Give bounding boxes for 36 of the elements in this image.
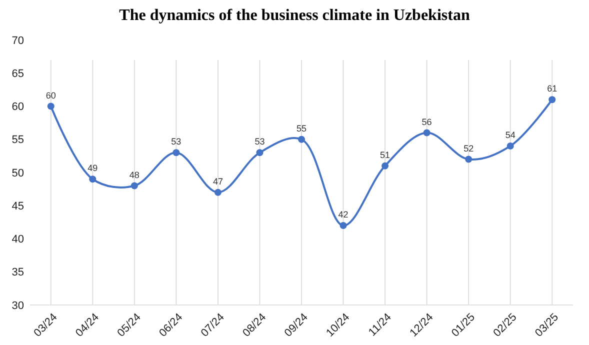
y-tick-label: 60 bbox=[12, 101, 24, 114]
data-label: 47 bbox=[212, 176, 223, 186]
y-tick-label: 35 bbox=[12, 266, 24, 279]
data-label: 42 bbox=[338, 210, 348, 220]
y-tick-label: 40 bbox=[12, 234, 24, 246]
point bbox=[382, 162, 389, 170]
point bbox=[423, 129, 430, 136]
data-label: 53 bbox=[254, 136, 265, 147]
chart-title: The dynamics of the business climate in Uzbekistan bbox=[119, 7, 470, 24]
data-label: 53 bbox=[171, 136, 182, 147]
y-tick-label: 65 bbox=[12, 68, 24, 80]
data-label: 54 bbox=[505, 130, 516, 140]
y-tick-label: 50 bbox=[12, 167, 24, 180]
point bbox=[130, 182, 138, 190]
data-label: 52 bbox=[464, 143, 474, 154]
point bbox=[548, 96, 556, 104]
y-tick-label: 30 bbox=[12, 300, 24, 312]
point bbox=[256, 149, 264, 156]
point bbox=[89, 176, 96, 183]
point bbox=[506, 142, 514, 150]
data-label: 51 bbox=[380, 150, 390, 160]
point bbox=[172, 149, 180, 156]
data-label: 49 bbox=[88, 163, 98, 174]
data-label: 48 bbox=[129, 170, 140, 180]
data-label: 56 bbox=[422, 116, 432, 127]
data-label: 55 bbox=[296, 123, 307, 134]
data-label: 61 bbox=[547, 84, 558, 94]
y-tick-label: 45 bbox=[12, 200, 24, 212]
y-tick-label: 70 bbox=[12, 34, 24, 47]
point bbox=[298, 136, 305, 143]
point bbox=[465, 156, 472, 163]
point bbox=[214, 188, 222, 196]
point bbox=[340, 222, 347, 229]
data-label: 60 bbox=[46, 90, 56, 100]
point bbox=[47, 102, 54, 110]
y-tick-label: 55 bbox=[12, 134, 24, 146]
